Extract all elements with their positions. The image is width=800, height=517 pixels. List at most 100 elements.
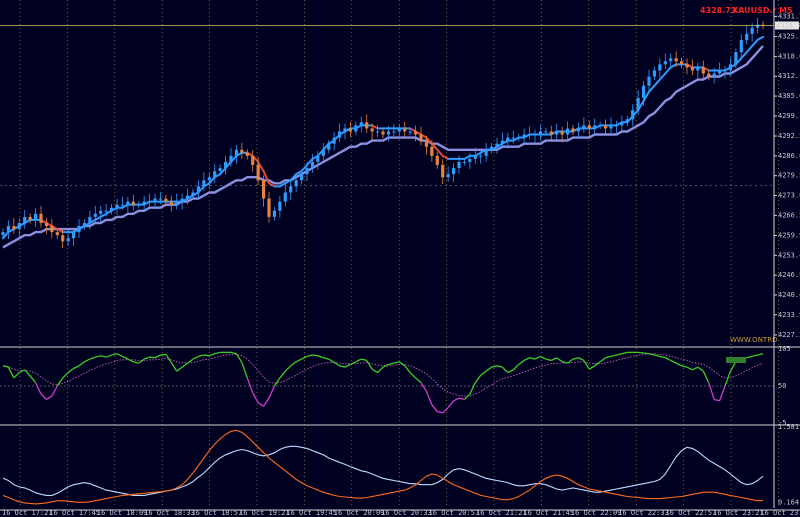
y-tick-label: 4227.30 [778, 331, 800, 339]
candle-body [489, 146, 494, 150]
osc-main-segment [323, 357, 329, 360]
osc-main-segment [84, 358, 91, 363]
osc-main-segment [724, 370, 732, 387]
osc-main-segment [192, 355, 199, 360]
candle-body [408, 131, 412, 133]
osc-main-segment [377, 366, 384, 374]
osc-main-segment [89, 356, 96, 360]
sub-indicator-panel[interactable]: 1.5811 0.164 [2, 423, 800, 507]
candle-body [571, 128, 575, 132]
x-tick-label: 16 Oct 22:09 [571, 509, 622, 517]
osc-tick-label: 105 [778, 345, 791, 353]
osc-main-segment [398, 361, 406, 367]
osc-main-segment [122, 355, 129, 360]
candle-body [636, 97, 640, 111]
ma-fast-segment [425, 136, 433, 145]
osc-main-segment [198, 354, 205, 358]
osc-main-segment [420, 382, 427, 392]
time-grid [19, 0, 779, 508]
candle-body [641, 85, 646, 98]
candle-body [381, 131, 385, 135]
ma-fast-segment [664, 66, 672, 75]
candle-body [185, 195, 190, 199]
candle-body [207, 177, 211, 181]
candle-body [289, 186, 293, 193]
osc-main-segment [127, 358, 134, 363]
candle-body [359, 122, 363, 126]
ma-fast-segment [740, 51, 748, 60]
candle-body [33, 213, 38, 220]
header-timeframe: M5 [779, 6, 793, 15]
osc-main-segment [757, 353, 764, 356]
y-tick-label: 4273.00 [778, 192, 800, 200]
osc-main-segment [751, 354, 758, 358]
osc-main-segment [29, 375, 37, 384]
osc-main-segment [670, 359, 677, 364]
osc-main-segment [437, 410, 443, 414]
candle-body [397, 128, 401, 132]
osc-main-segment [279, 370, 286, 379]
candle-body [348, 128, 353, 132]
oscillator-panel[interactable]: 105 50 -5 [0, 345, 791, 427]
osc-main-segment [62, 372, 69, 379]
osc-main-segment [718, 385, 726, 402]
candle-body [223, 161, 228, 169]
candle-body [299, 174, 304, 181]
ma-fast-segment [2, 231, 10, 240]
y-tick-label: 4286.00 [778, 152, 800, 160]
candle-body [462, 161, 467, 163]
y-tick-label: 4299.10 [778, 112, 800, 120]
ma-fast-segment [94, 215, 102, 221]
candle-body [685, 64, 689, 68]
candle-body [6, 226, 11, 233]
candle-body [755, 24, 760, 28]
osc-main-segment [40, 393, 47, 400]
candle-body [229, 155, 233, 162]
candle-body [631, 110, 635, 120]
osc-main-segment [56, 377, 64, 387]
osc-main-segment [214, 351, 221, 355]
y-tick-label: 4292.50 [778, 132, 800, 140]
osc-main-segment [13, 372, 20, 379]
candle-body [451, 168, 456, 175]
price-panel[interactable]: 4331.70 4325.10 4318.60 4312.10 4305.60 4299.… [0, 12, 800, 339]
osc-main-segment [143, 356, 150, 360]
osc-main-segment [697, 366, 704, 372]
candle-body [511, 137, 515, 139]
candle-body [1, 232, 5, 236]
osc-main-segment [512, 364, 520, 371]
candle-body [82, 222, 87, 227]
osc-main-segment [447, 400, 455, 408]
osc-main-segment [7, 366, 15, 379]
ma-fast-segment [219, 167, 227, 176]
candle-body [261, 180, 266, 199]
osc-main-segment [241, 362, 248, 379]
y-tick-label: 4240.40 [778, 291, 800, 299]
candle-body [256, 165, 260, 181]
candle-body [169, 201, 173, 205]
osc-main-segment [165, 354, 172, 363]
candle-body [674, 58, 678, 62]
ma-fast-segment [474, 151, 482, 157]
candle-body [446, 174, 450, 178]
osc-main-segment [2, 365, 9, 368]
osc-main-segment [138, 358, 145, 364]
osc-main-segment [556, 357, 563, 363]
watermark: WWW.ONTRD [730, 336, 777, 344]
osc-main-segment [301, 355, 308, 360]
osc-main-segment [425, 391, 433, 406]
candle-body [647, 76, 651, 86]
osc-main-segment [485, 366, 492, 372]
candle-body [386, 131, 391, 135]
candle-body [153, 198, 157, 202]
candle-body [104, 210, 108, 212]
y-tick-label: 4312.10 [778, 72, 800, 80]
candle-body [337, 131, 342, 138]
osc-main-segment [328, 358, 335, 364]
candle-body [267, 198, 271, 217]
candle-body [61, 235, 65, 242]
sub-tick-label: 1.5811 [778, 423, 800, 431]
candle-body [517, 137, 521, 139]
osc-tick-label: -5 [778, 419, 786, 427]
